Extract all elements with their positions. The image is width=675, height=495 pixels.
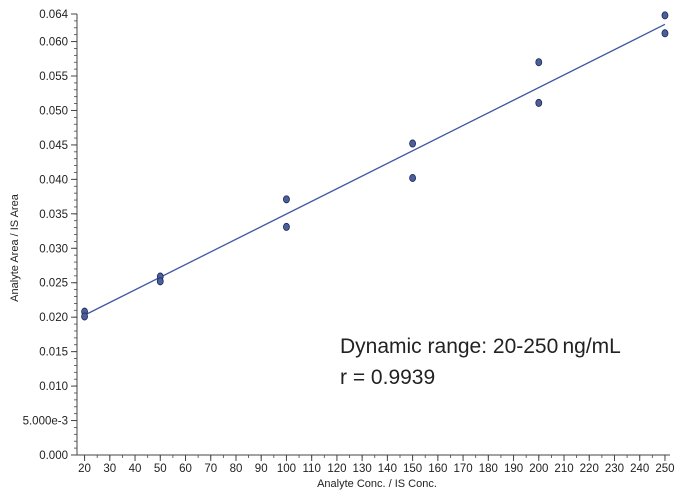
x-tick-label: 140 [378, 463, 397, 475]
y-tick-label: 5.000e-3 [23, 416, 68, 428]
correlation-annotation: r = 0.9939 [340, 366, 435, 389]
regression-line [84, 23, 666, 316]
x-axis: 20 30 40 50 60 70 80 90 100 110 120 130 140 150 160 170… [77, 454, 675, 475]
y-tick-label: 0.035 [39, 209, 68, 221]
data-point [81, 312, 88, 321]
x-tick-label: 20 [78, 463, 91, 475]
x-tick-label: 230 [605, 463, 624, 475]
x-tick-label: 80 [230, 463, 243, 475]
y-tick-label: 0.025 [39, 278, 68, 290]
x-tick-label: 170 [453, 463, 472, 475]
x-tick-label: 240 [630, 463, 649, 475]
x-tick-label: 50 [154, 463, 167, 475]
data-point [535, 58, 543, 67]
x-tick-label: 200 [529, 463, 548, 475]
x-tick-label: 110 [303, 463, 321, 475]
data-point [283, 222, 290, 231]
data-point [661, 11, 669, 20]
x-tick-label: 90 [255, 463, 268, 475]
y-tick-label: 0.060 [39, 37, 68, 49]
y-axis: 0.000 5.000e-3 0.010 0.015 0.020 0.025 0.030 0.… [23, 9, 78, 462]
x-tick-label: 60 [179, 463, 192, 475]
y-tick-label: 0.045 [39, 140, 68, 152]
y-tick-label: 0.040 [39, 174, 68, 186]
y-tick-label: 0.000 [39, 450, 68, 462]
x-tick-label: 70 [204, 463, 217, 475]
y-tick-label: 0.064 [39, 9, 68, 21]
x-tick-label: 150 [403, 463, 422, 475]
x-tick-label: 160 [428, 463, 447, 475]
data-point [409, 173, 417, 182]
regression-line-group [84, 23, 666, 316]
x-tick-label: 40 [129, 463, 142, 475]
data-points [81, 11, 669, 321]
y-tick-label: 0.010 [39, 381, 68, 393]
y-tick-label: 0.030 [39, 243, 68, 255]
y-tick-label: 0.015 [39, 347, 68, 359]
x-tick-label: 120 [327, 463, 346, 475]
data-point [409, 139, 417, 148]
y-tick-label: 0.050 [39, 105, 68, 117]
x-tick-label: 190 [504, 463, 523, 475]
data-point [661, 29, 669, 38]
x-axis-title: Analyte Conc. / IS Conc. [317, 478, 437, 490]
y-tick-label: 0.055 [39, 71, 68, 83]
x-tick-label: 250 [655, 463, 674, 475]
x-tick-label: 220 [580, 463, 599, 475]
data-point [156, 277, 164, 286]
x-tick-label: 30 [103, 463, 116, 475]
data-point [283, 195, 290, 204]
y-axis-title: Analyte Area / IS Area [9, 193, 21, 302]
x-tick-label: 180 [479, 463, 498, 475]
data-point [535, 98, 543, 107]
x-tick-label: 130 [353, 463, 372, 475]
x-tick-label: 100 [277, 463, 296, 475]
dynamic-range-annotation: Dynamic range: 20-250 ng/mL [340, 335, 621, 358]
y-tick-label: 0.020 [39, 312, 68, 324]
x-tick-label: 210 [554, 463, 573, 475]
